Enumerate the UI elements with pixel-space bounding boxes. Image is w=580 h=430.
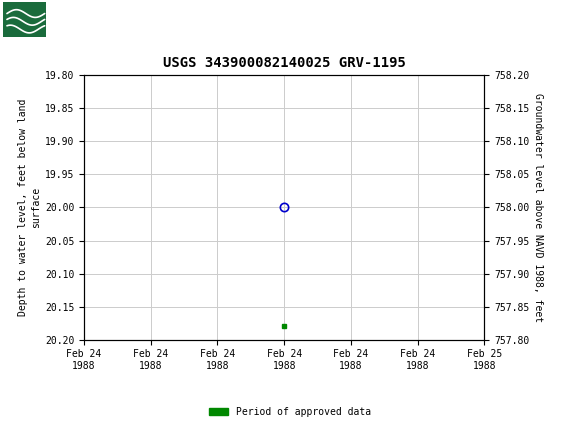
Text: USGS: USGS [49,12,96,27]
Y-axis label: Groundwater level above NAVD 1988, feet: Groundwater level above NAVD 1988, feet [534,93,543,322]
Legend: Period of approved data: Period of approved data [205,403,375,421]
Y-axis label: Depth to water level, feet below land
surface: Depth to water level, feet below land su… [17,99,41,316]
Bar [3,2,46,37]
Title: USGS 343900082140025 GRV-1195: USGS 343900082140025 GRV-1195 [163,56,405,70]
